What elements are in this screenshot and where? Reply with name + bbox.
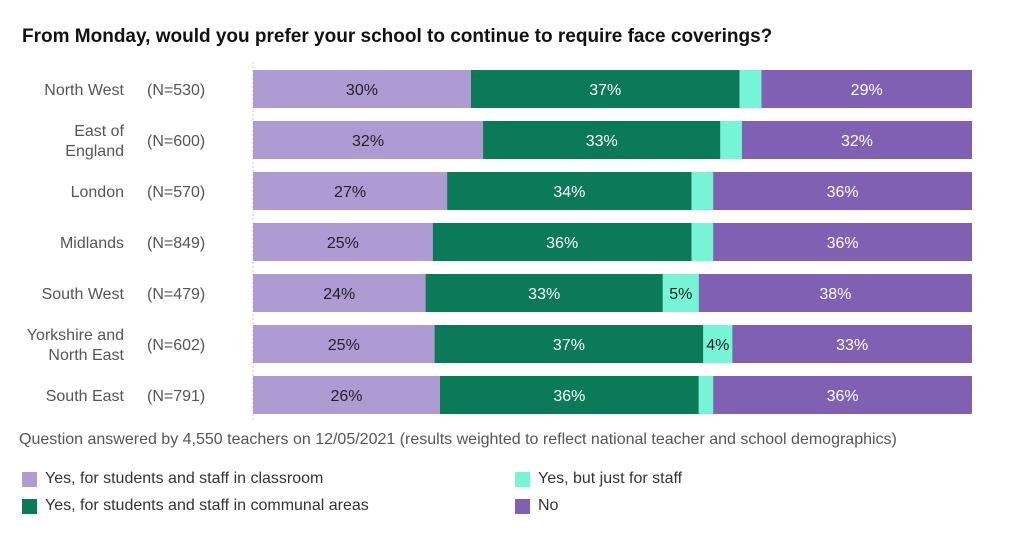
category-label: Midlands xyxy=(60,235,124,252)
data-label: 36% xyxy=(827,184,859,201)
category-label: England xyxy=(65,143,124,160)
bar-segment xyxy=(483,121,721,159)
category-label: South East xyxy=(46,388,125,405)
data-label: 33% xyxy=(586,133,618,150)
bar-segment xyxy=(713,223,972,261)
bar-segment xyxy=(253,70,471,108)
data-label: 38% xyxy=(819,286,851,303)
legend-label: Yes, but just for staff xyxy=(538,470,683,487)
bar-segment xyxy=(739,70,762,108)
data-label: 25% xyxy=(328,337,360,354)
n-label: (N=602) xyxy=(147,337,205,354)
bar-segment xyxy=(732,325,972,363)
legend-swatch xyxy=(515,471,530,487)
bar-segment xyxy=(253,223,433,261)
bar-segment xyxy=(761,70,972,108)
category-label: Yorkshire and xyxy=(27,327,124,344)
category-label: North East xyxy=(48,347,124,364)
category-label: East of xyxy=(74,123,124,140)
n-label: (N=600) xyxy=(147,133,205,150)
category-label: North West xyxy=(44,82,124,99)
data-label: 4% xyxy=(706,337,729,354)
bar-segment xyxy=(253,121,484,159)
legend-item-classroom: Yes, for students and staff in classroom xyxy=(22,470,323,488)
bar-segment xyxy=(253,376,440,414)
n-label: (N=479) xyxy=(147,286,205,303)
bar-segment xyxy=(253,172,448,210)
bar-segment xyxy=(703,325,733,363)
data-label: 32% xyxy=(352,133,384,150)
legend-swatch xyxy=(515,498,530,514)
bar-segment xyxy=(253,325,435,363)
data-label: 33% xyxy=(836,337,868,354)
legend-label: Yes, for students and staff in classroom xyxy=(45,470,324,487)
legend-swatch xyxy=(22,498,37,514)
bar-segment xyxy=(434,325,704,363)
footnote: Question answered by 4,550 teachers on 1… xyxy=(19,431,897,448)
bar-segment xyxy=(713,172,972,210)
bar-segment xyxy=(253,274,426,312)
legend-label: No xyxy=(538,497,559,514)
legend-swatch xyxy=(22,471,37,487)
n-label: (N=791) xyxy=(147,388,205,405)
legend-label: Yes, for students and staff in communal … xyxy=(45,497,369,514)
bar-segment xyxy=(432,223,692,261)
data-label: 26% xyxy=(330,388,362,405)
data-label: 34% xyxy=(553,184,585,201)
data-label: 27% xyxy=(334,184,366,201)
data-label: 24% xyxy=(323,286,355,303)
category-label: London xyxy=(71,184,124,201)
data-label: 36% xyxy=(553,388,585,405)
bar-segment xyxy=(662,274,699,312)
n-label: (N=530) xyxy=(147,82,205,99)
data-label: 30% xyxy=(346,82,378,99)
data-label: 5% xyxy=(669,286,692,303)
bar-segment xyxy=(439,376,699,414)
data-label: 36% xyxy=(827,388,859,405)
data-label: 37% xyxy=(589,82,621,99)
bar-segment xyxy=(698,376,714,414)
data-label: 25% xyxy=(327,235,359,252)
bar-segment xyxy=(425,274,663,312)
legend-item-communal: Yes, for students and staff in communal … xyxy=(22,497,369,515)
n-label: (N=570) xyxy=(147,184,205,201)
bar-segment xyxy=(691,223,714,261)
category-label: South West xyxy=(42,286,125,303)
bar-segment xyxy=(741,121,972,159)
legend-item-no: No xyxy=(515,497,558,515)
chart-title: From Monday, would you prefer your schoo… xyxy=(22,26,773,47)
bar-segment xyxy=(470,70,740,108)
data-label: 37% xyxy=(553,337,585,354)
bar-segment xyxy=(713,376,972,414)
data-label: 32% xyxy=(841,133,873,150)
bar-segment xyxy=(447,172,692,210)
data-label: 36% xyxy=(546,235,578,252)
data-label: 36% xyxy=(827,235,859,252)
bar-segment xyxy=(720,121,742,159)
bar-segment xyxy=(691,172,714,210)
data-label: 33% xyxy=(528,286,560,303)
n-label: (N=849) xyxy=(147,235,205,252)
legend-item-staff: Yes, but just for staff xyxy=(515,470,682,488)
data-label: 29% xyxy=(851,82,883,99)
bar-segment xyxy=(698,274,972,312)
